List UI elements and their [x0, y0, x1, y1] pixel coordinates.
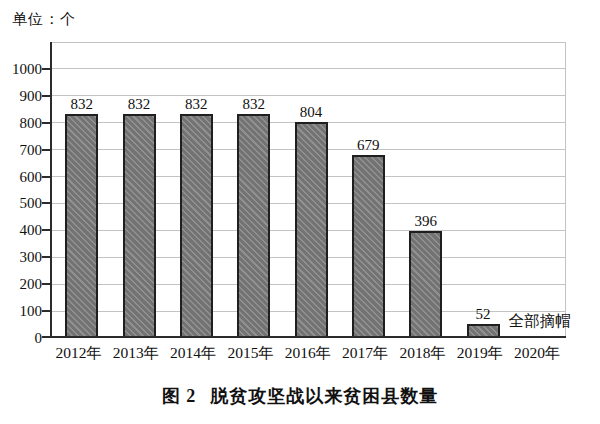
x-axis-label-2013年: 2013年 [107, 343, 164, 365]
bar-value-label-2012年: 832 [52, 96, 112, 112]
annotation-label: 全部摘帽 [509, 312, 571, 330]
y-axis-tick-0 [42, 336, 50, 338]
y-axis-tick-400 [42, 229, 50, 231]
bar-value-label-2013年: 832 [109, 96, 169, 112]
y-axis-tick-700 [42, 149, 50, 151]
y-axis-tick-label: 400 [0, 221, 42, 239]
bar-2018年 [409, 231, 442, 338]
plot-frame-top [50, 42, 566, 43]
x-axis-labels: 2012年2013年2014年2015年2016年2017年2018年2019年… [50, 343, 566, 365]
y-axis-tick-label: 900 [0, 87, 42, 105]
y-axis-tick-label: 1000 [0, 60, 42, 78]
x-axis-label-2016年: 2016年 [279, 343, 336, 365]
y-axis-tick-label: 200 [0, 275, 42, 293]
y-axis-tick-label: 500 [0, 194, 42, 212]
x-axis-label-2014年: 2014年 [165, 343, 222, 365]
x-axis-label-2012年: 2012年 [50, 343, 107, 365]
bar-value-label-2019年: 52 [453, 306, 513, 322]
y-axis-tick-500 [42, 202, 50, 204]
bar-value-label-2015年: 832 [224, 96, 284, 112]
figure-title: 脱贫攻坚战以来贫困县数量 [210, 384, 438, 408]
gridline-1000 [52, 68, 566, 69]
bar-2017年 [352, 155, 385, 338]
bar-value-label-2018年: 396 [396, 213, 456, 229]
bar-value-label-2014年: 832 [166, 96, 226, 112]
y-axis-tick-label: 300 [0, 248, 42, 266]
bar-2015年 [237, 114, 270, 338]
y-axis-tick-label: 700 [0, 141, 42, 159]
x-axis-label-2018年: 2018年 [394, 343, 451, 365]
bar-2014年 [180, 114, 213, 338]
y-axis-tick-600 [42, 176, 50, 178]
y-axis-line [50, 42, 52, 338]
y-axis-tick-label: 0 [0, 329, 42, 347]
bar-2016年 [295, 122, 328, 338]
y-axis-tick-800 [42, 122, 50, 124]
y-axis-tick-300 [42, 256, 50, 258]
plot-area: 83283283283280467939652全部摘帽 [50, 42, 566, 338]
x-axis-label-2020年: 2020年 [509, 343, 566, 365]
bar-2013年 [123, 114, 156, 338]
y-axis-tick-100 [42, 310, 50, 312]
plot-frame-right [565, 42, 566, 338]
x-axis-line [50, 336, 566, 338]
x-axis-label-2019年: 2019年 [451, 343, 508, 365]
y-axis-tick-label: 800 [0, 114, 42, 132]
unit-label: 单位：个 [12, 10, 76, 29]
figure-number: 图 2 [162, 384, 197, 408]
bar-value-label-2016年: 804 [281, 104, 341, 120]
y-axis-tick-label: 600 [0, 168, 42, 186]
y-axis-tick-900 [42, 95, 50, 97]
bar-value-label-2017年: 679 [338, 137, 398, 153]
bar-2012年 [65, 114, 98, 338]
y-axis-tick-1000 [42, 68, 50, 70]
x-axis-label-2017年: 2017年 [337, 343, 394, 365]
figure-poverty-counties-chart: 单位：个 83283283283280467939652全部摘帽 2012年20… [0, 0, 600, 424]
y-axis-tick-label: 100 [0, 302, 42, 320]
figure-caption: 图 2 脱贫攻坚战以来贫困县数量 [0, 384, 600, 408]
y-axis-tick-200 [42, 283, 50, 285]
x-axis-label-2015年: 2015年 [222, 343, 279, 365]
